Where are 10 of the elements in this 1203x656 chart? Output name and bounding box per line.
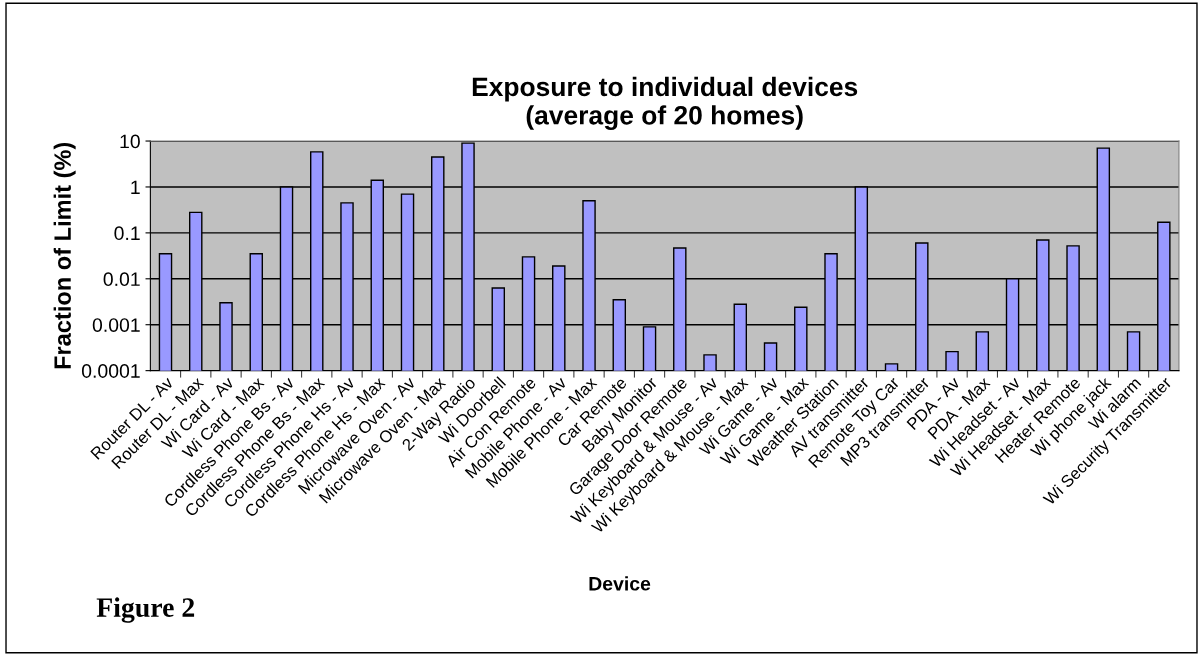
caption: Figure 2: [96, 597, 195, 623]
chart-title: Exposure to individual devices (average of 20 homes): [472, 76, 858, 130]
y-tick-label: 0.0001: [81, 364, 140, 378]
y-tick-label: 0.01: [103, 272, 140, 287]
y-axis-title: Fraction of Limit (%): [53, 142, 76, 369]
x-axis-title: Device: [589, 576, 651, 591]
y-tick-label: 0.1: [114, 226, 140, 241]
y-tick-label: 10: [120, 134, 140, 149]
y-tick-label: 0.001: [92, 318, 140, 332]
y-tick-label: 1: [131, 180, 140, 195]
